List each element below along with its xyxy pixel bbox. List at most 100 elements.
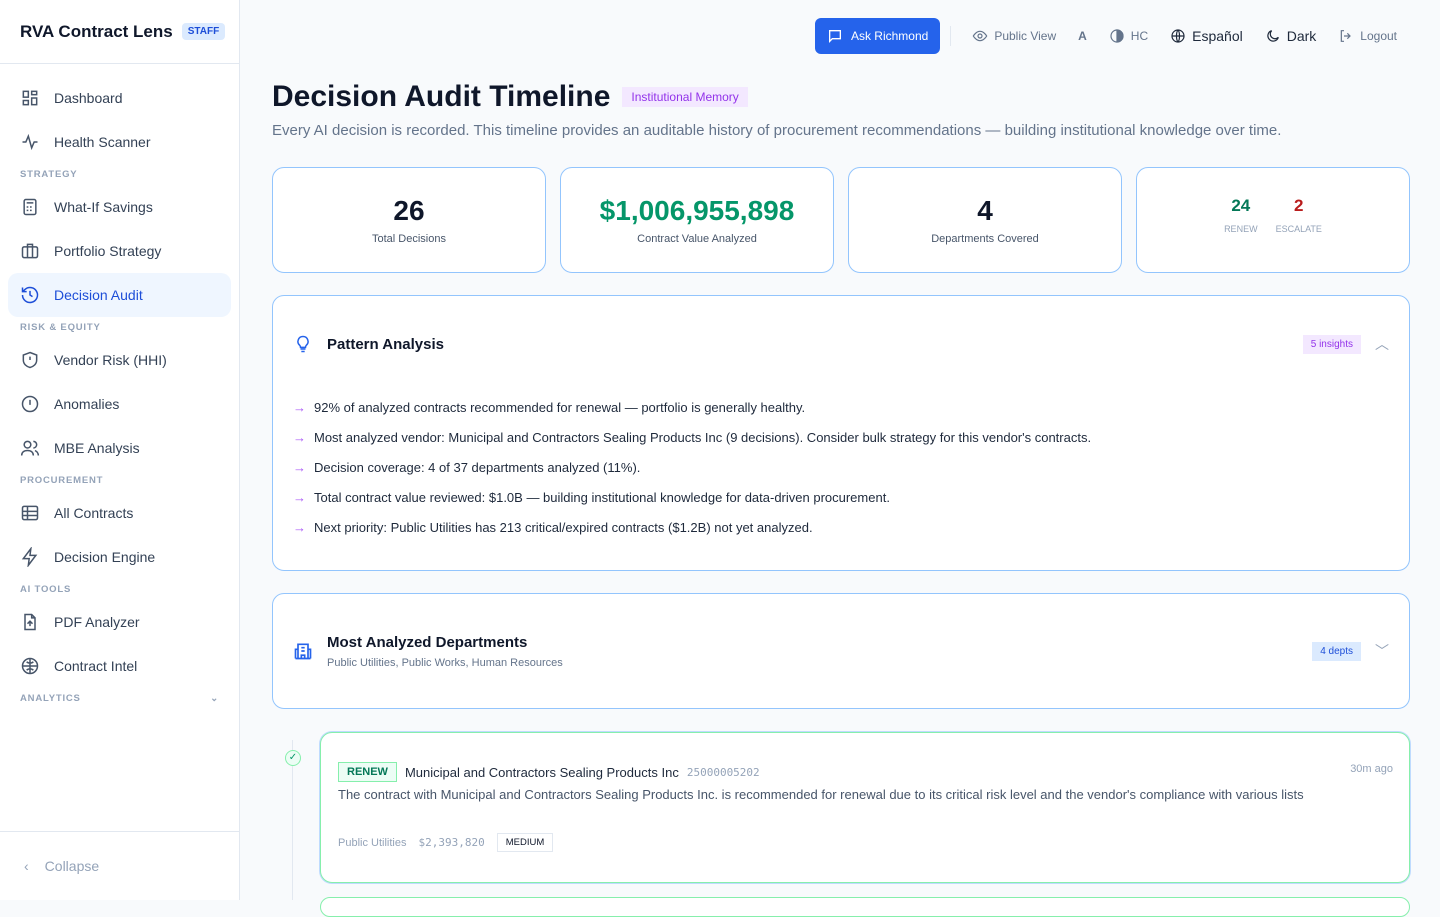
arrow-right-icon: →	[293, 459, 306, 475]
ask-label: Ask Richmond	[850, 29, 929, 43]
sidebar-section-risk-equity: RISK & EQUITY	[0, 317, 239, 338]
dark-label: Dark	[1286, 28, 1317, 44]
chevron-down-icon[interactable]: ﹀	[1375, 643, 1389, 659]
sidebar-item-decision-engine[interactable]: Decision Engine	[0, 535, 231, 579]
top-toolbar: Ask Richmond Public View A HC Español Da…	[814, 18, 1408, 54]
escalate-label: ESCALATE	[1275, 224, 1322, 234]
timeline-entry[interactable]: RENEW Municipal and Contractors Sealing …	[320, 732, 1410, 883]
hc-label: HC	[1130, 29, 1149, 43]
stat-label: Contract Value Analyzed	[637, 233, 757, 245]
arrow-right-icon: →	[293, 429, 306, 445]
timeline-entry-next[interactable]	[320, 897, 1410, 917]
sidebar-item-decision-audit[interactable]: Decision Audit	[8, 273, 231, 317]
contract-id: 25000005202	[686, 765, 760, 779]
ask-richmond-button[interactable]: Ask Richmond	[814, 18, 941, 54]
sidebar-item-label: Dashboard	[54, 90, 123, 106]
risk-badge: MEDIUM	[496, 833, 554, 852]
sidebar-item-label: What-If Savings	[54, 199, 153, 215]
sidebar-item-health-scanner[interactable]: Health Scanner	[0, 120, 231, 164]
insight-text: Most analyzed vendor: Municipal and Cont…	[314, 429, 1092, 445]
departments-panel: Most Analyzed Departments Public Utilitie…	[272, 593, 1410, 709]
contract-intel-icon	[21, 657, 39, 675]
stat-label: Departments Covered	[931, 233, 1039, 245]
section-label: STRATEGY	[20, 169, 78, 180]
sidebar-section-ai-tools: AI TOOLS	[0, 579, 239, 600]
sidebar-item-mbe-analysis[interactable]: MBE Analysis	[0, 426, 231, 470]
decision-audit-icon	[21, 286, 39, 304]
logout-button[interactable]: Logout	[1338, 28, 1397, 44]
pattern-analysis-header[interactable]: Pattern Analysis 5 insights ︿	[273, 296, 1409, 392]
stat-contract-value: $1,006,955,898 Contract Value Analyzed	[560, 167, 834, 273]
sidebar-item-label: PDF Analyzer	[54, 614, 140, 630]
lightbulb-icon	[297, 335, 309, 353]
departments-header[interactable]: Most Analyzed Departments Public Utilitie…	[273, 594, 1409, 708]
page-heading: Decision Audit Timeline Institutional Mem…	[272, 80, 748, 114]
chat-icon	[828, 30, 841, 43]
insight-text: Decision coverage: 4 of 37 departments a…	[314, 459, 641, 475]
collapse-button[interactable]: ‹ Collapse	[0, 831, 239, 900]
sidebar-item-what-if-savings[interactable]: What-If Savings	[0, 185, 231, 229]
staff-badge: STAFF	[181, 23, 226, 40]
depts-badge: 4 depts	[1312, 641, 1361, 661]
vendor-name: Municipal and Contractors Sealing Produc…	[404, 764, 679, 780]
sidebar-item-all-contracts[interactable]: All Contracts	[0, 491, 231, 535]
departments-subtitle: Public Utilities, Public Works, Human Re…	[327, 656, 563, 669]
sidebar-item-anomalies[interactable]: Anomalies	[0, 382, 231, 426]
insight-text: 92% of analyzed contracts recommended fo…	[314, 399, 806, 415]
logout-label: Logout	[1360, 29, 1397, 43]
stat-renew-escalate: 24 RENEW 2 ESCALATE	[1136, 167, 1410, 273]
sidebar-item-dashboard[interactable]: Dashboard	[0, 76, 231, 120]
section-label: ANALYTICS	[20, 693, 81, 704]
mbe-analysis-icon	[20, 440, 40, 456]
departments-title: Most Analyzed Departments	[327, 633, 528, 651]
arrow-right-icon: →	[293, 519, 306, 535]
sidebar-item-vendor-risk-hhi[interactable]: Vendor Risk (HHI)	[0, 338, 231, 382]
building-icon	[294, 643, 312, 660]
timeline-line	[292, 740, 293, 900]
collapse-label: Collapse	[44, 858, 100, 874]
font-size-button[interactable]: A	[1078, 29, 1087, 43]
insights-badge: 5 insights	[1302, 334, 1361, 354]
sidebar-item-label: Vendor Risk (HHI)	[54, 352, 167, 368]
insight-item: → Most analyzed vendor: Municipal and Con…	[273, 422, 1409, 452]
chevron-up-icon[interactable]: ︿	[1375, 336, 1389, 352]
sidebar-item-contract-intel[interactable]: Contract Intel	[0, 644, 231, 688]
department: Public Utilities	[338, 836, 407, 849]
page-title: Decision Audit Timeline	[272, 80, 611, 113]
section-label: PROCUREMENT	[20, 475, 104, 486]
insight-text: Next priority: Public Utilities has 213 …	[314, 519, 813, 535]
brand: RVA Contract Lens STAFF	[0, 0, 239, 64]
chevron-left-icon: ‹	[24, 858, 29, 874]
language-label: Español	[1192, 28, 1243, 44]
renew-count: 24	[1231, 196, 1251, 215]
public-view-button[interactable]: Public View	[972, 28, 1056, 44]
decision-badge: RENEW	[338, 762, 397, 782]
sidebar-section-analytics[interactable]: ANALYTICS ⌄	[0, 688, 239, 709]
portfolio-strategy-icon	[21, 243, 39, 259]
chevron-down-icon: ⌄	[210, 693, 219, 704]
sidebar-item-label: Health Scanner	[54, 134, 151, 150]
insight-text: Total contract value reviewed: $1.0B — b…	[314, 489, 890, 505]
sidebar-item-portfolio-strategy[interactable]: Portfolio Strategy	[0, 229, 231, 273]
language-button[interactable]: Español	[1170, 28, 1243, 44]
timestamp: 30m ago	[1350, 763, 1393, 775]
pattern-analysis-panel: Pattern Analysis 5 insights ︿ → 92% of an…	[272, 295, 1410, 571]
sidebar-item-label: Contract Intel	[54, 658, 138, 674]
page-subtitle: Every AI decision is recorded. This time…	[272, 122, 1282, 139]
insight-item: → 92% of analyzed contracts recommended f…	[273, 392, 1409, 422]
stat-departments: 4 Departments Covered	[848, 167, 1122, 273]
high-contrast-button[interactable]: HC	[1109, 28, 1148, 44]
sidebar-item-pdf-analyzer[interactable]: PDF Analyzer	[0, 600, 231, 644]
stat-value: 26	[393, 195, 425, 226]
sidebar-item-label: Portfolio Strategy	[54, 243, 162, 259]
institutional-memory-tag: Institutional Memory	[622, 87, 748, 107]
dashboard-icon	[22, 90, 38, 106]
sidebar-item-label: All Contracts	[54, 505, 134, 521]
health-scanner-icon	[22, 133, 38, 151]
dark-mode-button[interactable]: Dark	[1265, 28, 1317, 44]
sidebar-section-strategy: STRATEGY	[0, 164, 239, 185]
sidebar-item-label: Anomalies	[54, 396, 120, 412]
public-view-label: Public View	[994, 29, 1057, 43]
arrow-right-icon: →	[293, 399, 306, 415]
all-contracts-icon	[21, 505, 39, 521]
